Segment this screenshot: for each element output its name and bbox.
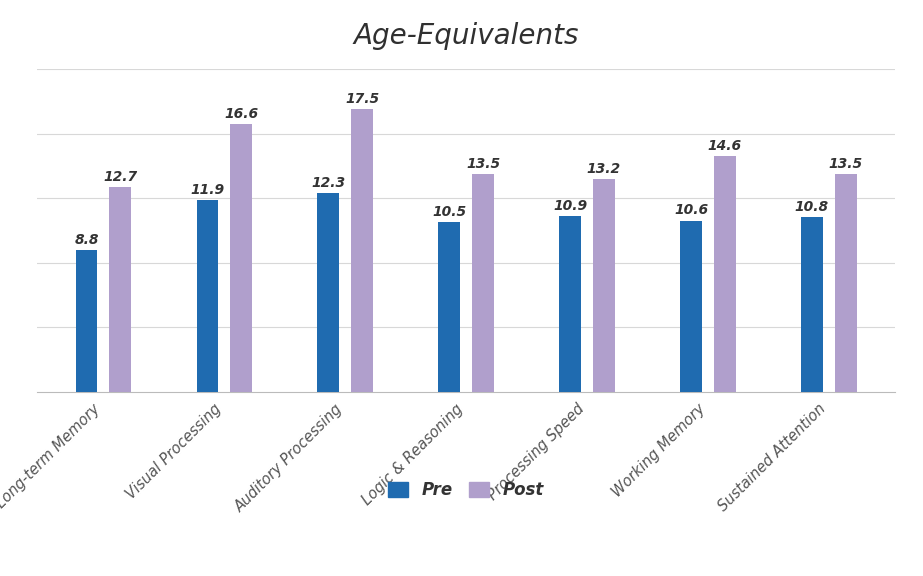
Text: 13.5: 13.5 xyxy=(466,157,500,170)
Bar xyxy=(835,174,857,392)
Text: 12.7: 12.7 xyxy=(103,169,138,184)
Text: 10.8: 10.8 xyxy=(795,200,829,214)
Text: 16.6: 16.6 xyxy=(224,107,258,121)
Bar xyxy=(801,218,822,392)
Text: 17.5: 17.5 xyxy=(345,92,379,106)
Bar xyxy=(231,124,252,392)
Text: 10.6: 10.6 xyxy=(674,203,708,218)
Title: Age-Equivalents: Age-Equivalents xyxy=(354,22,579,50)
Bar xyxy=(197,200,218,392)
Bar xyxy=(76,250,97,392)
Bar xyxy=(318,194,339,392)
Text: 10.5: 10.5 xyxy=(432,205,466,219)
Bar xyxy=(714,156,736,392)
Bar xyxy=(110,187,131,392)
Text: 13.5: 13.5 xyxy=(829,157,863,170)
Bar xyxy=(438,222,460,392)
Bar xyxy=(680,221,701,392)
Text: 13.2: 13.2 xyxy=(587,161,621,176)
Legend: Pre, Post: Pre, Post xyxy=(381,475,551,506)
Text: 8.8: 8.8 xyxy=(74,233,99,247)
Text: 12.3: 12.3 xyxy=(311,176,345,190)
Bar xyxy=(473,174,494,392)
Text: 10.9: 10.9 xyxy=(553,199,587,213)
Text: 14.6: 14.6 xyxy=(708,139,742,153)
Bar xyxy=(593,179,615,392)
Text: 11.9: 11.9 xyxy=(190,183,224,196)
Bar xyxy=(559,216,581,392)
Bar xyxy=(352,109,373,392)
